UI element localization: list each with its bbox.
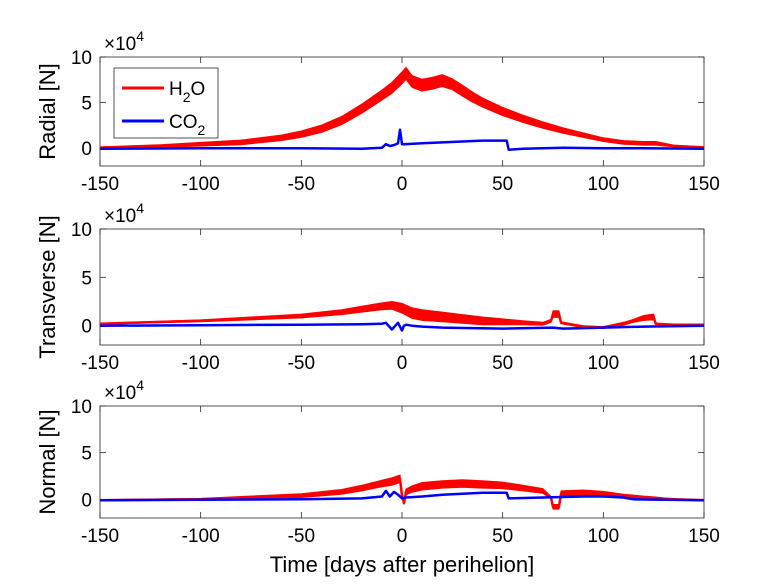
legend-box bbox=[113, 67, 219, 139]
radial-xtick-label: 150 bbox=[688, 174, 720, 195]
transverse-h2o-line bbox=[99, 304, 704, 329]
x-axis-title: Time [days after perihelion] bbox=[270, 552, 535, 577]
radial-xtick-label: -50 bbox=[288, 174, 315, 195]
normal-y-axis-title: Normal [N] bbox=[35, 409, 60, 514]
normal-h2o-line bbox=[99, 477, 705, 509]
transverse-co2-line bbox=[99, 321, 705, 332]
radial-co2-line bbox=[99, 128, 705, 151]
normal-ytick-label: 0 bbox=[81, 490, 92, 511]
radial-ytick-label: 10 bbox=[71, 48, 92, 69]
radial-ytick-label: 0 bbox=[81, 139, 92, 160]
normal-axes-box bbox=[99, 405, 705, 519]
normal-xtick-label: 150 bbox=[688, 526, 720, 547]
radial-y-axis-title: Radial [N] bbox=[35, 63, 60, 160]
transverse-exponent-label: ×104 bbox=[104, 200, 144, 227]
radial-xtick-label: 0 bbox=[397, 174, 408, 195]
normal-panel: -150 -100 -50 0 50 100 150 0 5 10 ×104 Normal [N] bbox=[35, 377, 720, 547]
legend-label-h2o: H2O bbox=[169, 79, 205, 105]
normal-ytick-label: 5 bbox=[81, 444, 92, 465]
transverse-xtick-label: -150 bbox=[81, 353, 119, 374]
transverse-ytick-label: 0 bbox=[81, 317, 92, 338]
transverse-xtick-label: -100 bbox=[182, 353, 220, 374]
radial-xtick-label: 100 bbox=[587, 174, 619, 195]
transverse-series-co2 bbox=[99, 321, 705, 332]
radial-panel: -150 -100 -50 0 50 100 150 0 5 10 ×104 Radial [N] H2… bbox=[35, 28, 720, 195]
transverse-xtick-label: 100 bbox=[587, 353, 619, 374]
transverse-ytick-label: 10 bbox=[71, 220, 92, 241]
normal-xtick-label: 0 bbox=[397, 526, 408, 547]
transverse-panel: -150 -100 -50 0 50 100 150 0 5 10 ×104 Transverse [… bbox=[35, 200, 720, 374]
transverse-xtick-label: -50 bbox=[288, 353, 315, 374]
radial-xtick-label: 50 bbox=[492, 174, 513, 195]
transverse-xtick-label: 0 bbox=[397, 353, 408, 374]
normal-co2-line bbox=[99, 489, 705, 502]
normal-exponent-label: ×104 bbox=[104, 377, 144, 404]
legend-label-co2: CO2 bbox=[169, 112, 206, 138]
radial-exponent-label: ×104 bbox=[104, 28, 144, 55]
normal-series-h2o bbox=[99, 474, 705, 510]
transverse-xtick-label: 50 bbox=[492, 353, 513, 374]
normal-xtick-label: 100 bbox=[587, 526, 619, 547]
normal-xtick-label: -50 bbox=[288, 526, 315, 547]
normal-xtick-label: -100 bbox=[182, 526, 220, 547]
normal-ytick-label: 10 bbox=[71, 397, 92, 418]
radial-h2o-line bbox=[99, 72, 705, 150]
transverse-series-h2o bbox=[99, 300, 705, 330]
radial-series-co2 bbox=[99, 128, 705, 151]
transverse-ytick-label: 5 bbox=[81, 268, 92, 289]
normal-series-co2 bbox=[99, 489, 705, 502]
transverse-xtick-label: 150 bbox=[688, 353, 720, 374]
normal-xtick-label: 50 bbox=[492, 526, 513, 547]
radial-xtick-label: -150 bbox=[81, 174, 119, 195]
radial-ytick-label: 5 bbox=[81, 93, 92, 114]
radial-xtick-label: -100 bbox=[182, 174, 220, 195]
normal-xtick-label: -150 bbox=[81, 526, 119, 547]
transverse-y-axis-title: Transverse [N] bbox=[35, 215, 60, 358]
